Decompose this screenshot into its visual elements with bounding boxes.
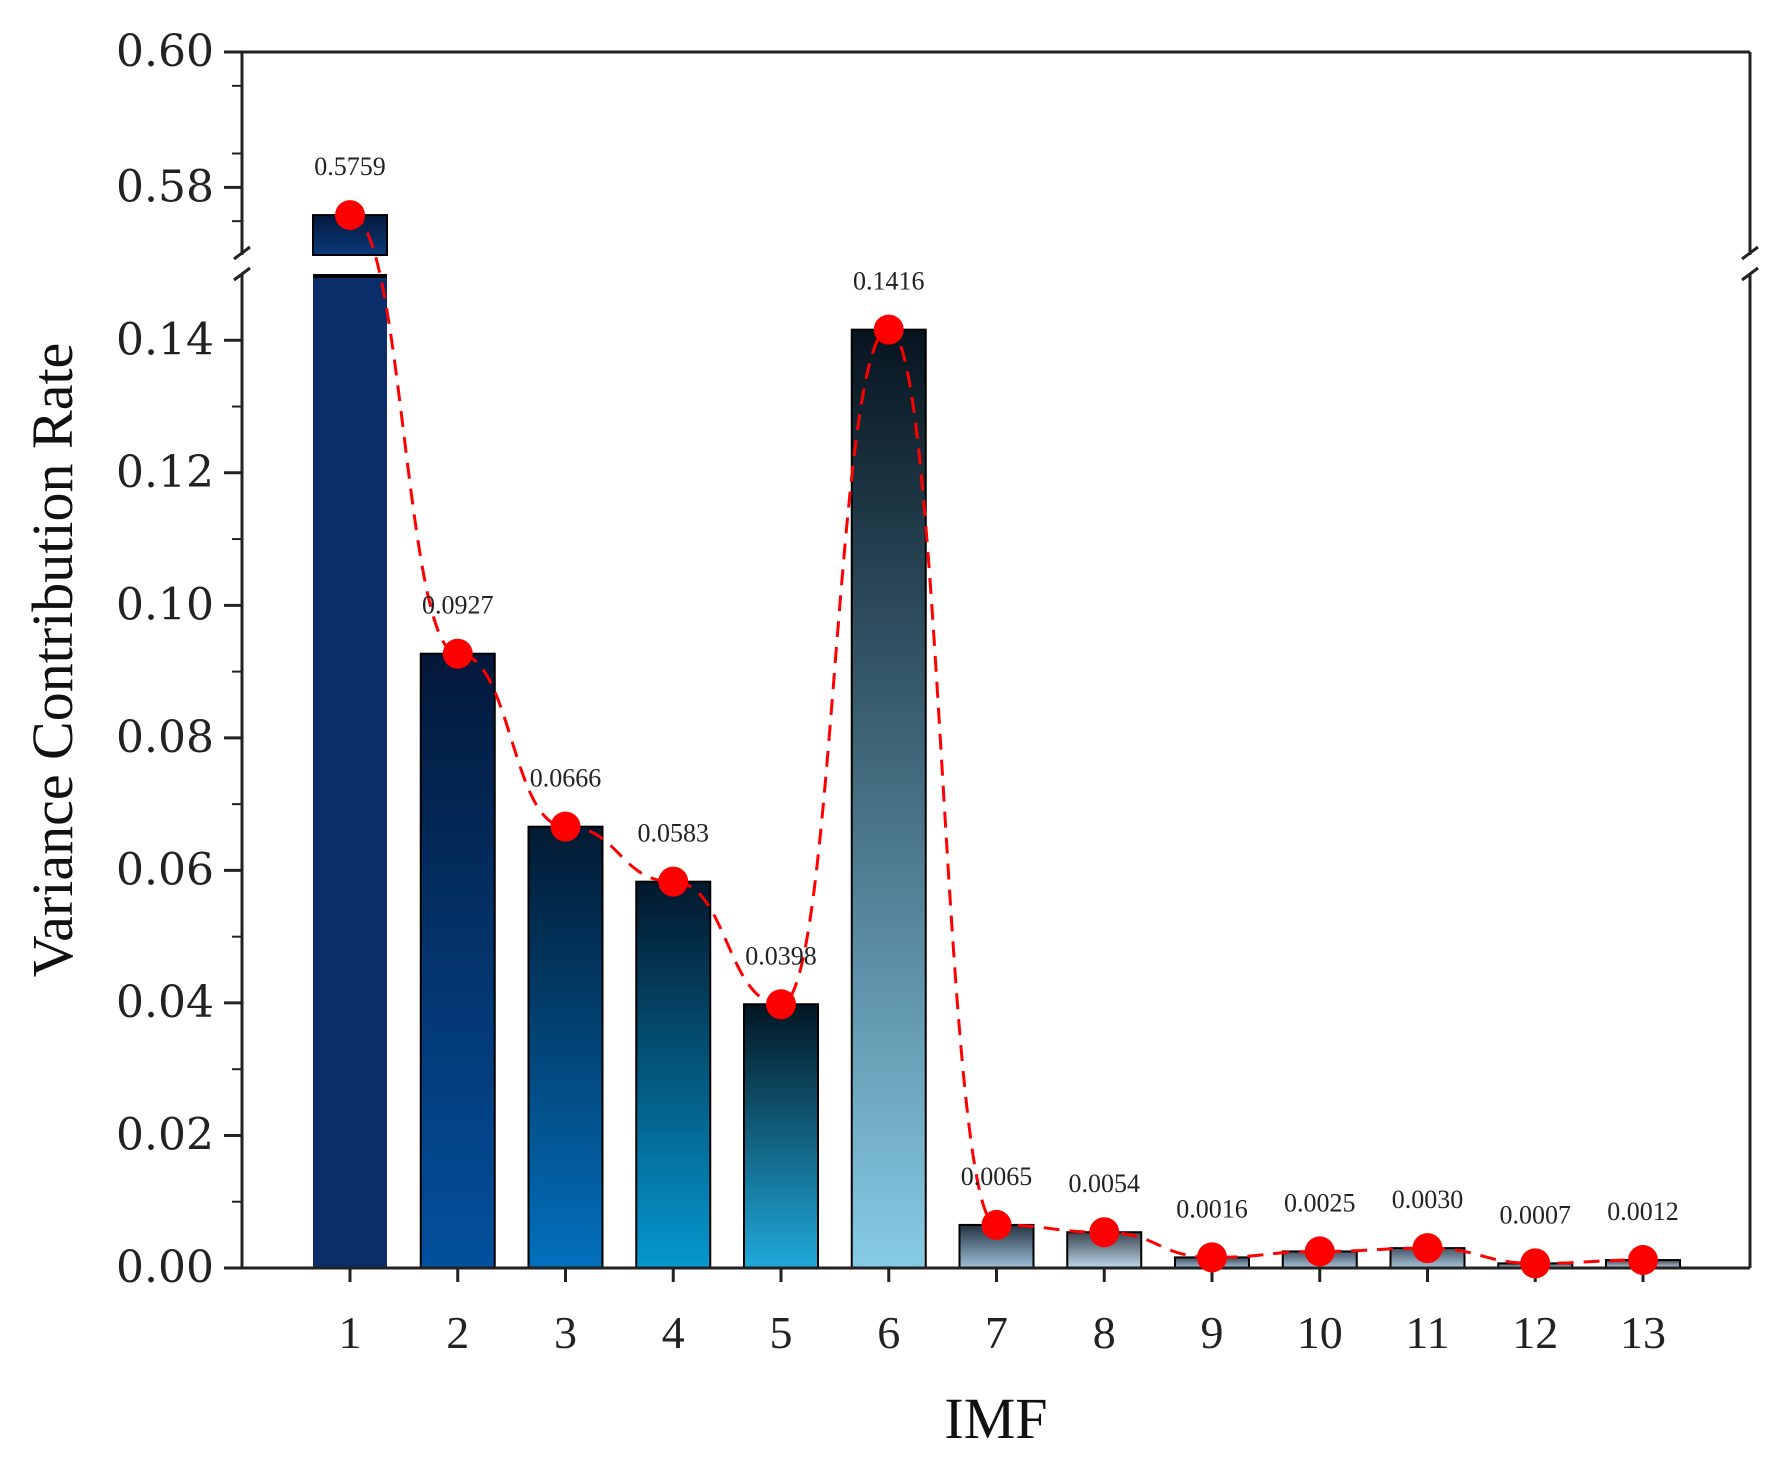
axis-break-mark	[1741, 266, 1759, 282]
data-label-10: 0.0025	[1284, 1188, 1356, 1217]
point-11	[1412, 1233, 1443, 1264]
x-axis-label: IMF	[944, 1386, 1047, 1451]
x-tick-label: 13	[1620, 1307, 1666, 1358]
x-tick-label: 5	[770, 1307, 793, 1358]
bar-1-lower	[313, 274, 387, 1268]
data-label-8: 0.0054	[1069, 1169, 1141, 1198]
data-label-9: 0.0016	[1176, 1194, 1248, 1223]
data-label-2: 0.0927	[422, 591, 494, 620]
y-tick-label: 0.04	[116, 977, 214, 1028]
bar-3	[527, 825, 604, 1269]
y-tick-label: 0.00	[116, 1242, 214, 1293]
y-tick-label: 0.12	[116, 447, 214, 498]
bar-1-break-edge	[313, 274, 387, 278]
data-labels-group: 0.5759 0.0927 0.0666 0.0583 0.0398 0.1416 0.00…	[314, 152, 1679, 1229]
axis-break-mark	[1741, 245, 1759, 261]
y-tick-label: 0.06	[116, 844, 214, 895]
dashed-line-group	[335, 200, 1658, 1279]
axes-group: 0.00 0.02 0.04 0.06 0.08 0.10 0.12 0.14 0.58 0.60…	[116, 26, 1759, 1358]
y-tick-label: 0.08	[116, 712, 214, 763]
x-tick-label: 7	[985, 1307, 1008, 1358]
data-label-12: 0.0007	[1500, 1200, 1572, 1229]
data-label-4: 0.0583	[638, 819, 710, 848]
y-axis-label: Variance Contribution Rate	[20, 343, 85, 978]
point-10	[1304, 1236, 1335, 1267]
x-tick-label: 9	[1201, 1307, 1224, 1358]
point-3	[550, 811, 581, 842]
y-tick-label: 0.10	[116, 579, 214, 630]
point-7	[981, 1209, 1012, 1240]
point-12	[1520, 1248, 1551, 1279]
point-1	[335, 200, 365, 231]
y-tick-label: 0.02	[116, 1109, 214, 1160]
data-label-13: 0.0012	[1607, 1197, 1679, 1226]
axis-break-mark	[233, 266, 251, 282]
x-tick-label: 4	[662, 1307, 685, 1358]
x-tick-label: 6	[877, 1307, 900, 1358]
axis-break-mark	[233, 245, 251, 261]
point-6	[873, 314, 904, 345]
bar-6	[850, 328, 927, 1269]
x-tick-label: 10	[1297, 1307, 1343, 1358]
x-tick-label: 12	[1512, 1307, 1558, 1358]
point-4	[658, 866, 689, 897]
bars-group	[312, 214, 1681, 1270]
point-8	[1089, 1217, 1120, 1248]
bar-4	[635, 880, 712, 1269]
point-9	[1197, 1242, 1227, 1273]
point-5	[766, 989, 796, 1020]
data-label-5: 0.0398	[745, 941, 817, 970]
bar-5	[743, 1003, 819, 1269]
x-tick-label: 11	[1405, 1307, 1449, 1358]
data-label-6: 0.1416	[853, 267, 925, 296]
data-label-3: 0.0666	[530, 764, 602, 793]
x-tick-label: 8	[1093, 1307, 1116, 1358]
data-label-11: 0.0030	[1392, 1185, 1464, 1214]
y-tick-label: 0.14	[116, 314, 214, 365]
data-label-1: 0.5759	[314, 152, 386, 181]
point-13	[1628, 1245, 1658, 1276]
y-tick-label: 0.58	[116, 161, 214, 212]
bar-2	[419, 652, 496, 1269]
x-tick-label: 2	[446, 1307, 469, 1358]
x-tick-label: 3	[554, 1307, 577, 1358]
point-2	[442, 638, 473, 669]
data-label-7: 0.0065	[961, 1162, 1033, 1191]
y-tick-label: 0.60	[116, 26, 214, 77]
x-tick-label: 1	[339, 1307, 362, 1358]
